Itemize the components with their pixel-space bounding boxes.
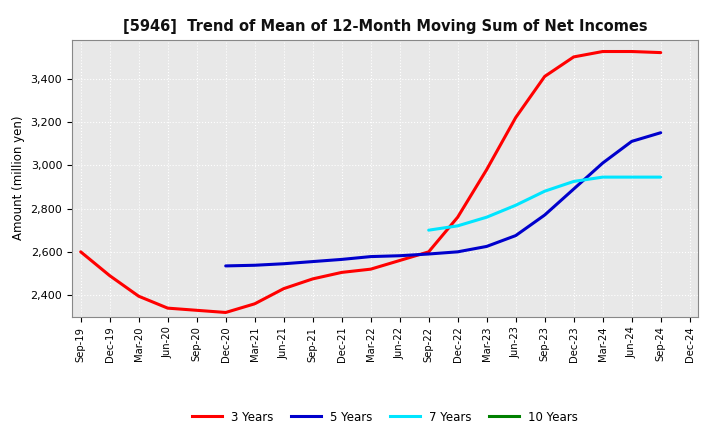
Title: [5946]  Trend of Mean of 12-Month Moving Sum of Net Incomes: [5946] Trend of Mean of 12-Month Moving … <box>123 19 647 34</box>
Y-axis label: Amount (million yen): Amount (million yen) <box>12 116 25 240</box>
Legend: 3 Years, 5 Years, 7 Years, 10 Years: 3 Years, 5 Years, 7 Years, 10 Years <box>187 406 583 428</box>
